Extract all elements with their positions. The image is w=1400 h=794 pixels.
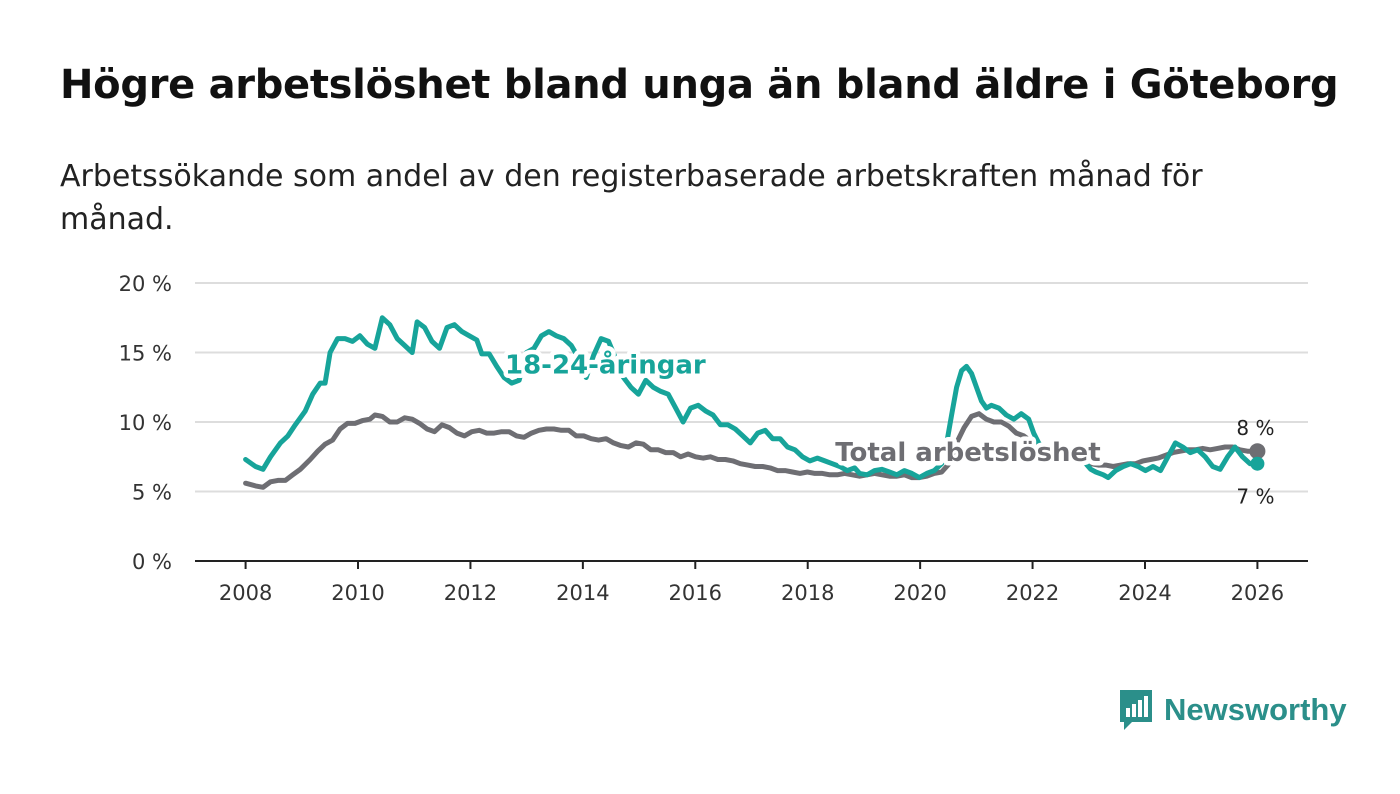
x-tick-label: 2008: [219, 581, 272, 605]
y-tick-label: 10 %: [119, 411, 172, 435]
series-layer: [243, 315, 1266, 490]
series-label-young: 18-24-åringar: [505, 348, 706, 380]
y-tick-label: 5 %: [132, 481, 172, 505]
x-tick-label: 2010: [331, 581, 384, 605]
series-label-halo: 18-24-åringar: [505, 348, 706, 380]
x-tick-label: 2026: [1231, 581, 1284, 605]
x-tick-label: 2016: [669, 581, 722, 605]
x-tick-label: 2012: [444, 581, 497, 605]
chart-title: Högre arbetslöshet bland unga än bland ä…: [60, 62, 1339, 108]
end-point-total: [1249, 443, 1266, 460]
y-axis-ticks: 0 % 5 % 10 % 15 % 20 %: [119, 272, 172, 574]
x-tick-label: 2020: [893, 581, 946, 605]
newsworthy-logo-icon: [1120, 690, 1152, 730]
x-tick-label: 2018: [781, 581, 834, 605]
brand-name: Newsworthy: [1164, 692, 1347, 727]
chart-subtitle: Arbetssökande som andel av den registerb…: [60, 159, 1203, 237]
y-tick-label: 20 %: [119, 272, 172, 296]
y-tick-label: 0 %: [132, 550, 172, 574]
x-tick-label: 2014: [556, 581, 609, 605]
brand-logo: Newsworthy: [1118, 688, 1347, 732]
x-axis-ticks: 2008 2010 2012 2014 2016 2018 2020 2022 2024 2026: [219, 561, 1284, 605]
y-tick-label: 15 %: [119, 342, 172, 366]
gridlines: [195, 282, 1308, 493]
series-label-halo: Total arbetslöshet: [835, 438, 1100, 468]
end-point-young: [1250, 456, 1265, 471]
x-tick-label: 2022: [1006, 581, 1059, 605]
end-value-young: 7 %: [1236, 485, 1274, 509]
x-tick-label: 2024: [1118, 581, 1171, 605]
end-value-total: 8 %: [1236, 416, 1274, 440]
series-label-total: Total arbetslöshet: [835, 438, 1100, 468]
series-line-young: [243, 315, 1260, 481]
